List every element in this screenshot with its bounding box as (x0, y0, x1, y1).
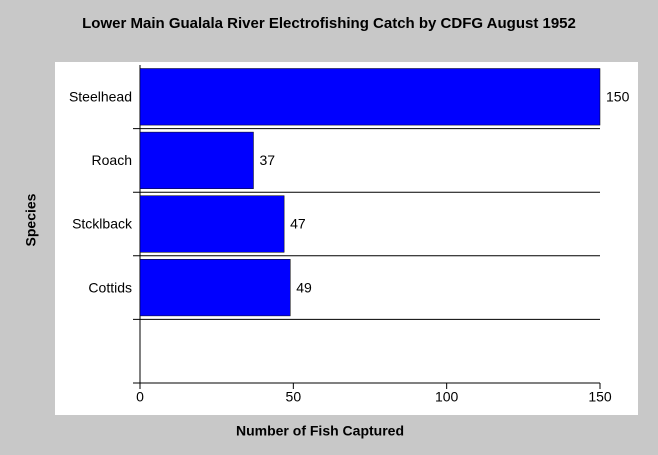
y-tick-label: Roach (92, 152, 132, 168)
x-tick-label: 150 (588, 389, 612, 405)
y-tick-label: Stcklback (72, 216, 133, 232)
value-label: 47 (290, 216, 306, 232)
chart-title: Lower Main Gualala River Electrofishing … (82, 15, 576, 32)
bar (139, 259, 291, 317)
bar (139, 131, 254, 189)
value-label: 37 (259, 152, 275, 168)
y-tick-label: Cottids (88, 279, 132, 295)
bar (139, 195, 285, 253)
y-tick-label: Steelhead (69, 89, 132, 105)
value-label: 150 (606, 89, 630, 105)
x-tick-label: 50 (286, 389, 302, 405)
y-axis-title: Species (23, 193, 39, 246)
value-label: 49 (296, 279, 312, 295)
x-axis-title: Number of Fish Captured (236, 423, 404, 439)
x-tick-label: 100 (435, 389, 459, 405)
bar (139, 68, 601, 126)
x-tick-label: 0 (136, 389, 144, 405)
